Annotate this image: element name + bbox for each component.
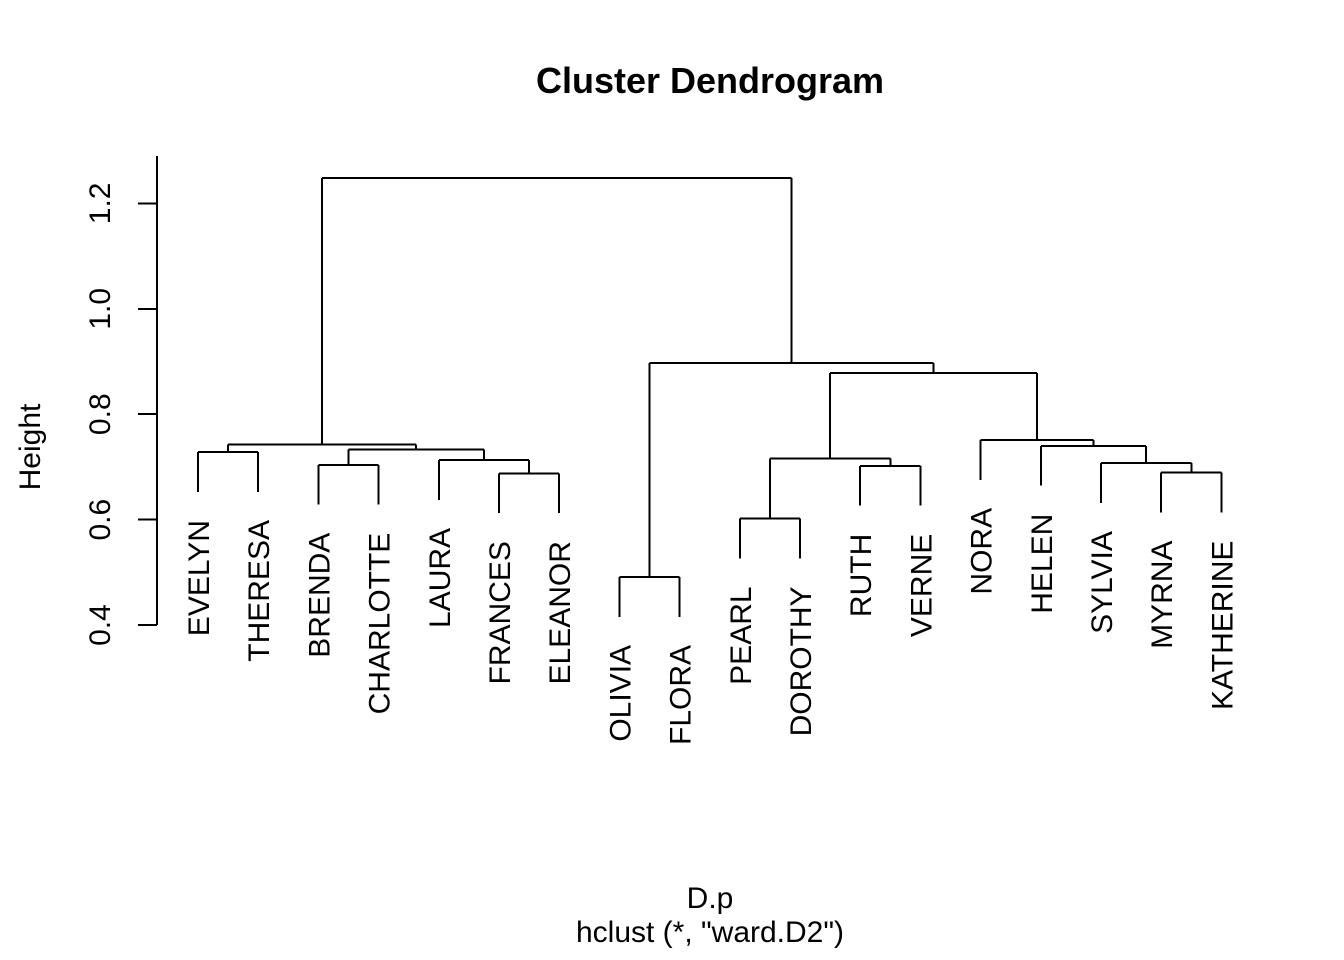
leaf-label: THERESA	[243, 520, 276, 662]
dendrogram-links	[197, 177, 1223, 617]
y-tick-label: 1.2	[84, 183, 117, 225]
y-axis-label: Height	[14, 403, 47, 490]
leaf-label: LAURA	[424, 528, 457, 628]
leaf-label: MYRNA	[1146, 541, 1179, 649]
leaf-label: FRANCES	[484, 541, 517, 684]
leaf-label: KATHERINE	[1206, 541, 1239, 710]
leaf-label: BRENDA	[303, 533, 336, 658]
leaf-label: FLORA	[665, 645, 698, 745]
y-tick-label: 1.0	[84, 288, 117, 330]
leaf-label: DOROTHY	[785, 586, 818, 736]
y-tick-label: 0.6	[84, 499, 117, 541]
leaf-label: OLIVIA	[604, 645, 637, 742]
leaf-label: VERNE	[905, 534, 938, 637]
leaf-label: PEARL	[725, 586, 758, 684]
y-tick-label: 0.4	[84, 604, 117, 646]
chart-title: Cluster Dendrogram	[536, 60, 884, 101]
leaf-label: RUTH	[845, 534, 878, 617]
y-axis: 0.4 0.6 0.8 1.0 1.2	[84, 156, 158, 646]
leaf-label: SYLVIA	[1086, 531, 1119, 634]
leaf-label: HELEN	[1026, 514, 1059, 614]
x-axis-label: D.p	[687, 882, 734, 915]
leaf-label: ELEANOR	[544, 541, 577, 684]
leaf-labels: EVELYN THERESA BRENDA CHARLOTTE LAURA FRANCES…	[183, 508, 1239, 745]
leaf-label: EVELYN	[183, 520, 216, 636]
x-axis-sublabel: hclust (*, "ward.D2")	[576, 916, 844, 949]
y-tick-label: 0.8	[84, 393, 117, 435]
leaf-label: NORA	[966, 508, 999, 595]
leaf-label: CHARLOTTE	[364, 533, 397, 715]
